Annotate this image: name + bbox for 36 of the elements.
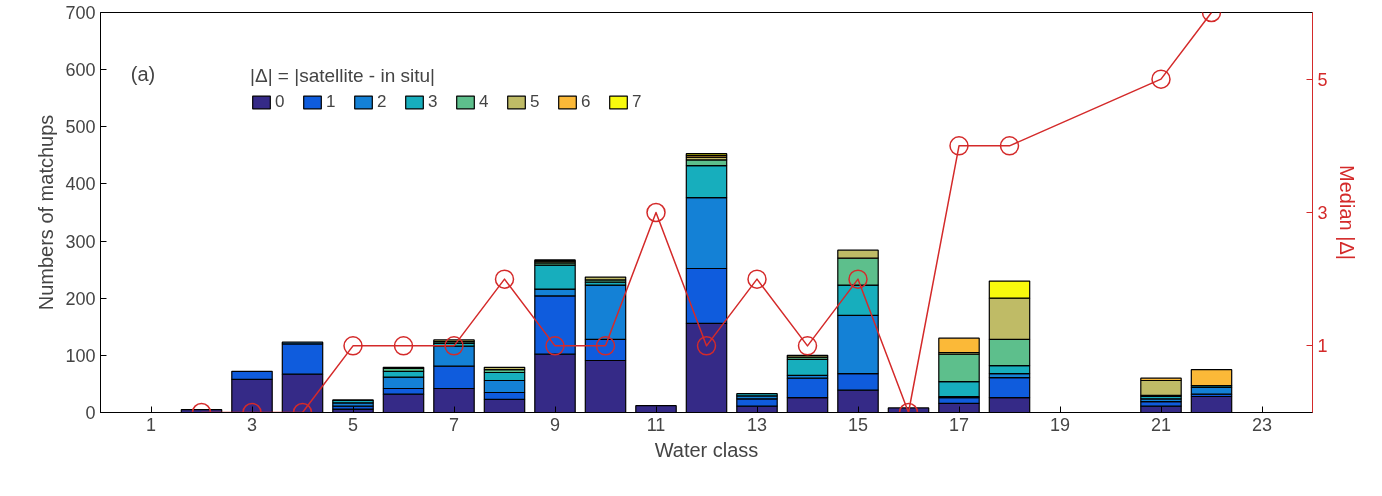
x-tick-label: 1 — [145, 414, 157, 435]
legend-label: 1 — [326, 92, 337, 112]
y-tick-label: 700 — [65, 3, 96, 23]
y-axis-title: Numbers of matchups — [35, 114, 58, 311]
y2-tick-label: 3 — [1317, 203, 1328, 223]
y2-axis-title: Median |Δ| — [1335, 165, 1358, 260]
legend-label: 5 — [530, 92, 541, 112]
y-tick-label: 300 — [65, 231, 96, 252]
legend-label: 6 — [581, 92, 592, 112]
x-tick-label: 5 — [347, 414, 359, 435]
x-tick-label: 19 — [1049, 414, 1071, 435]
legend-label: 2 — [377, 92, 388, 112]
y2-tick-label: 1 — [1317, 336, 1328, 357]
legend-label: 4 — [479, 92, 490, 112]
legend-label: 3 — [428, 92, 439, 112]
x-axis-title: Water class — [654, 438, 759, 461]
y-tick-label: 400 — [65, 174, 96, 195]
x-tick-label: 11 — [646, 414, 666, 435]
x-tick-label: 9 — [549, 414, 561, 435]
x-tick-label: 15 — [847, 414, 869, 435]
x-tick-label: 3 — [246, 414, 258, 435]
x-tick-label: 21 — [1150, 414, 1172, 435]
y2-tick-label: 5 — [1317, 69, 1328, 90]
x-tick-label: 7 — [448, 414, 460, 435]
legend-title: |Δ| = |satellite - in situ| — [250, 65, 437, 87]
y-tick-label: 0 — [85, 403, 96, 423]
legend-label: 0 — [275, 92, 286, 112]
y-tick-label: 500 — [65, 117, 96, 138]
y-tick-label: 100 — [65, 345, 96, 366]
text: (a) — [130, 62, 156, 85]
x-tick-label: 23 — [1251, 414, 1273, 435]
legend-label: 7 — [632, 92, 643, 112]
y-tick-label: 600 — [65, 60, 96, 81]
x-tick-label: 13 — [746, 414, 768, 435]
x-tick-label: 17 — [948, 414, 970, 435]
y-tick-label: 200 — [65, 288, 96, 309]
